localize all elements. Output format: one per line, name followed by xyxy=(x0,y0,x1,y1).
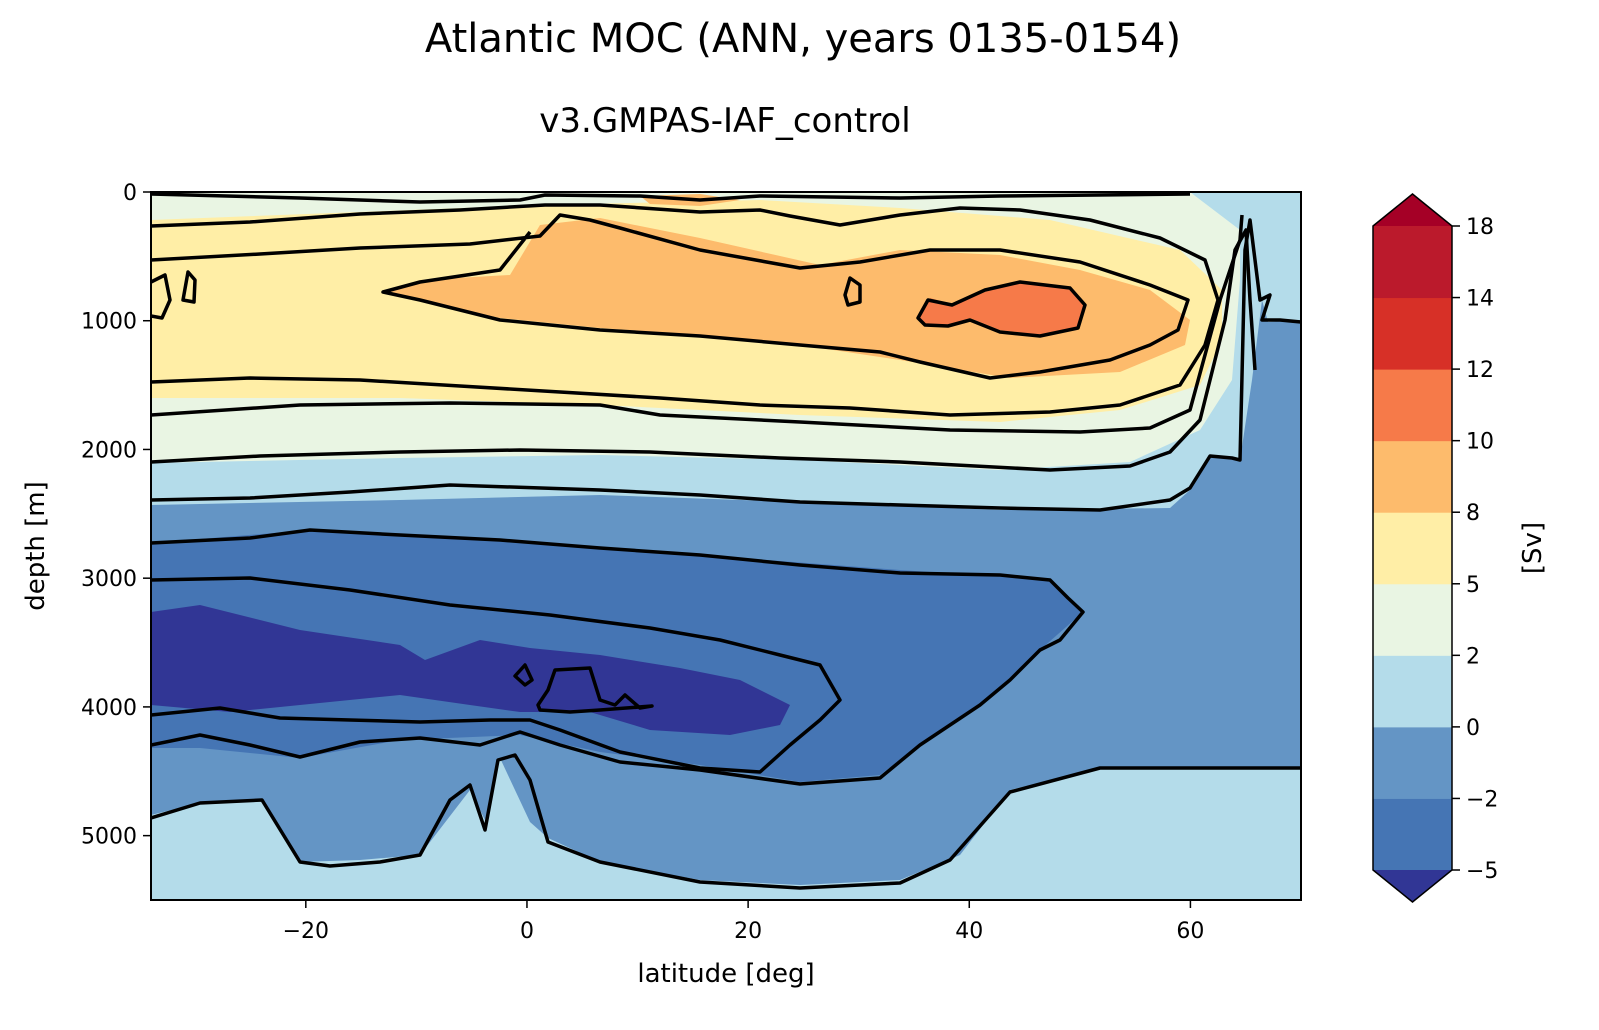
x-tick-label: 40 xyxy=(955,919,983,944)
colorbar-band xyxy=(1373,512,1452,585)
contour-line-bottom xyxy=(151,753,1301,890)
colorbar-tick-label: −5 xyxy=(1466,859,1498,884)
band-0-2-bottom xyxy=(151,758,1301,900)
band-10-12 xyxy=(918,282,1085,335)
contour-line-zero xyxy=(151,218,1301,512)
contour-line-small-1 xyxy=(843,276,862,307)
colorbar-tick-label: −2 xyxy=(1466,787,1498,812)
y-tick-label: 5000 xyxy=(81,825,137,850)
contour-lines xyxy=(151,192,1301,890)
contour-line-upper-1 xyxy=(151,203,1220,417)
colorbar-band xyxy=(1373,440,1452,513)
plot-area xyxy=(151,192,1301,900)
contour-line-2000a xyxy=(151,214,1244,434)
colorbar-tick-label: 14 xyxy=(1466,287,1494,312)
y-tick-label: 2000 xyxy=(81,438,137,463)
band-8-10 xyxy=(383,218,1190,378)
colorbar-tick-label: 8 xyxy=(1466,501,1480,526)
contour-line-upper-2 xyxy=(151,213,1190,380)
x-tick-label: −20 xyxy=(283,919,329,944)
colorbar-band xyxy=(1373,583,1452,656)
colorbar-band xyxy=(1373,297,1452,370)
chart-title: Atlantic MOC (ANN, years 0135-0154) xyxy=(425,16,1181,62)
colorbar-band xyxy=(1373,726,1452,799)
colorbar-tick-label: 10 xyxy=(1466,430,1494,455)
x-axis-label: latitude [deg] xyxy=(637,959,814,989)
x-tick-label: 20 xyxy=(734,919,762,944)
plot-frame xyxy=(150,191,1302,901)
colorbar-band xyxy=(1373,226,1452,299)
x-tick-label: 60 xyxy=(1176,919,1204,944)
colorbar-tick-label: 5 xyxy=(1466,573,1480,598)
contour-line-neg5 xyxy=(151,576,842,774)
colorbar-extend-over xyxy=(1373,194,1452,226)
y-tick-label: 0 xyxy=(123,181,137,206)
colorbar-tick-label: 2 xyxy=(1466,644,1480,669)
chart-subtitle: v3.GMPAS-IAF_control xyxy=(539,101,910,141)
colorbar-tick-label: 18 xyxy=(1466,215,1494,240)
y-axis: 0 1000 2000 3000 4000 5000 xyxy=(81,181,151,850)
colorbar-band xyxy=(1373,655,1452,728)
band-neg5-neg2 xyxy=(151,530,1083,782)
y-tick-label: 1000 xyxy=(81,310,137,335)
x-axis: −20 0 20 40 60 xyxy=(283,900,1204,944)
colorbar-tick-label: 0 xyxy=(1466,716,1480,741)
colorbar-band xyxy=(1373,798,1452,871)
contour-line-surface xyxy=(151,192,1191,204)
contour-line-small-2 xyxy=(181,270,197,304)
colorbar-tick-label: 12 xyxy=(1466,358,1494,383)
x-tick-label: 0 xyxy=(520,919,534,944)
band-under-neg5 xyxy=(151,605,790,735)
contour-line-small-3 xyxy=(151,273,172,320)
colorbar-extend-under xyxy=(1373,870,1452,902)
colorbar-label: [Sv] xyxy=(1518,522,1548,574)
contour-line-2000b xyxy=(151,228,1257,472)
y-tick-label: 3000 xyxy=(81,567,137,592)
contour-line-deep-core xyxy=(513,663,654,714)
y-tick-label: 4000 xyxy=(81,696,137,721)
contour-line-neg2 xyxy=(151,528,1085,786)
y-axis-label: depth [m] xyxy=(21,481,51,611)
colorbar: −5 −2 0 2 5 8 10 12 14 18 xyxy=(1372,193,1498,903)
colorbar-band xyxy=(1373,369,1452,442)
contour-line-core xyxy=(916,280,1087,338)
